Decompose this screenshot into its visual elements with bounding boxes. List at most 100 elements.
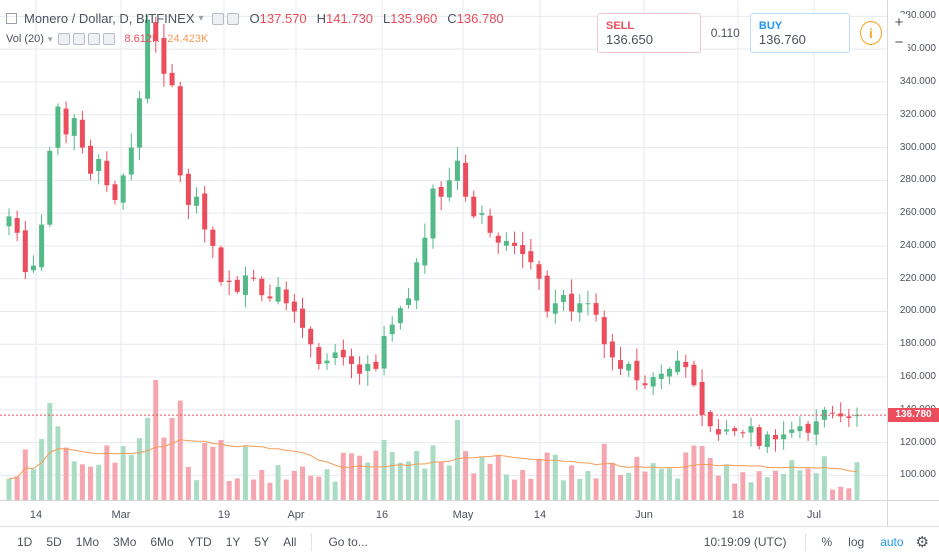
goto-button[interactable]: Go to... [328, 534, 368, 549]
timeframe-button[interactable]: 1Mo [75, 534, 100, 549]
price-tick-label: 180.000 [899, 338, 936, 350]
volume-bar [332, 481, 338, 500]
candle-body [39, 224, 45, 268]
price-tick-label: 320.000 [899, 108, 936, 120]
price-tick-label: 340.000 [899, 75, 936, 87]
volume-bar [683, 452, 689, 500]
time-tick-label: 19 [217, 509, 231, 521]
volume-source-icon[interactable] [73, 33, 86, 45]
open-label: O [249, 11, 260, 26]
candle-body [177, 86, 183, 176]
volume-bar [805, 468, 811, 500]
candle-body [120, 175, 126, 203]
price-tick-label: 160.000 [899, 371, 936, 383]
candle-body [642, 383, 648, 386]
candle-body [454, 160, 460, 181]
hide-icon[interactable] [226, 12, 239, 25]
high-value: 141.730 [326, 11, 374, 26]
time-axis[interactable]: 14 Mar 19 Apr 16 May 14 Jun 18 Jul [0, 500, 887, 527]
volume-bar [552, 454, 558, 500]
candle-body [275, 286, 281, 302]
timeframe-button[interactable]: 5D [46, 534, 62, 549]
collapse-icon[interactable] [6, 13, 17, 24]
price-tick-label: 260.000 [899, 207, 936, 219]
timeframe-button[interactable]: 5Y [254, 534, 270, 549]
volume-bar [536, 458, 542, 500]
time-tick-label: May [452, 509, 474, 521]
volume-settings-icon[interactable] [58, 33, 71, 45]
gear-icon[interactable]: ⚙ [915, 533, 929, 551]
volume-bar [389, 452, 395, 500]
volume-bar [675, 478, 681, 500]
candle-body [772, 434, 778, 440]
volume-bar [699, 446, 705, 500]
volume-bar [797, 470, 803, 500]
volume-label[interactable]: Vol (20) [6, 33, 44, 45]
time-tick-label: 18 [731, 509, 745, 521]
settings-icon[interactable] [211, 12, 224, 25]
candle-body [691, 364, 697, 386]
candle-body [210, 229, 216, 246]
volume-add-icon[interactable] [88, 33, 101, 45]
volume-bar [177, 400, 183, 500]
zoom-out-button[interactable]: − [890, 34, 908, 52]
volume-bar [373, 450, 379, 500]
percent-toggle[interactable]: % [821, 534, 833, 549]
symbol-title[interactable]: Monero / Dollar, D, BITFINEX [24, 11, 195, 26]
candle-body [63, 108, 69, 135]
volume-bar [642, 471, 648, 500]
price-tick-label: 240.000 [899, 239, 936, 251]
volume-bar [185, 467, 191, 500]
candle-body [528, 251, 534, 263]
volume-bar [560, 480, 566, 500]
sell-button[interactable]: SELL 136.650 [597, 13, 701, 53]
volume-bar [626, 473, 632, 500]
volume-bar [340, 452, 346, 500]
volume-bar [112, 462, 118, 500]
candle-body [22, 230, 28, 273]
timeframe-button[interactable]: 6Mo [150, 534, 174, 549]
volume-bar [251, 479, 257, 500]
symbol-menu-chevron-icon[interactable]: ▾ [198, 13, 204, 24]
volume-bar [838, 486, 844, 500]
candle-body [569, 293, 575, 312]
toolbar-divider [311, 532, 313, 551]
auto-toggle[interactable]: auto [880, 534, 904, 549]
volume-remove-icon[interactable] [103, 33, 116, 45]
candle-body [764, 434, 770, 448]
buy-button[interactable]: BUY 136.760 [749, 13, 850, 53]
volume-bar [348, 453, 354, 500]
volume-menu-chevron-icon[interactable]: ▾ [47, 33, 53, 44]
zoom-in-button[interactable]: + [890, 14, 908, 32]
volume-bar [218, 439, 224, 500]
candle-body [675, 360, 681, 373]
timeframe-button[interactable]: 3Mo [113, 534, 137, 549]
price-axis[interactable]: 100.000120.000140.000160.000180.000200.0… [887, 0, 939, 500]
candle-body [577, 303, 583, 313]
candle-body [626, 363, 632, 371]
candle-body [381, 336, 387, 369]
timeframe-button[interactable]: All [283, 534, 297, 549]
candle-body [283, 289, 289, 304]
volume-bar [259, 469, 265, 500]
candle-body [503, 240, 509, 246]
candle-body [145, 19, 151, 99]
volume-bar [30, 469, 36, 500]
candle-body [544, 275, 550, 312]
timeframe-button[interactable]: 1Y [225, 534, 241, 549]
price-tick-label: 100.000 [899, 469, 936, 481]
timeframe-button[interactable]: 1D [17, 534, 33, 549]
log-toggle[interactable]: log [848, 534, 865, 549]
info-icon[interactable]: i [859, 21, 882, 45]
candle-body [724, 429, 730, 432]
axis-corner [887, 500, 939, 527]
chart-pane[interactable]: Monero / Dollar, D, BITFINEX ▾ O 137.570… [0, 0, 887, 500]
timeframe-button[interactable]: YTD [187, 534, 212, 549]
candle-body [560, 295, 566, 302]
price-chart[interactable] [0, 0, 887, 500]
volume-bar [634, 456, 640, 500]
candle-body [112, 184, 118, 200]
time-tick-label: Apr [287, 509, 305, 521]
candle-body [242, 275, 248, 295]
candle-body [185, 173, 191, 205]
